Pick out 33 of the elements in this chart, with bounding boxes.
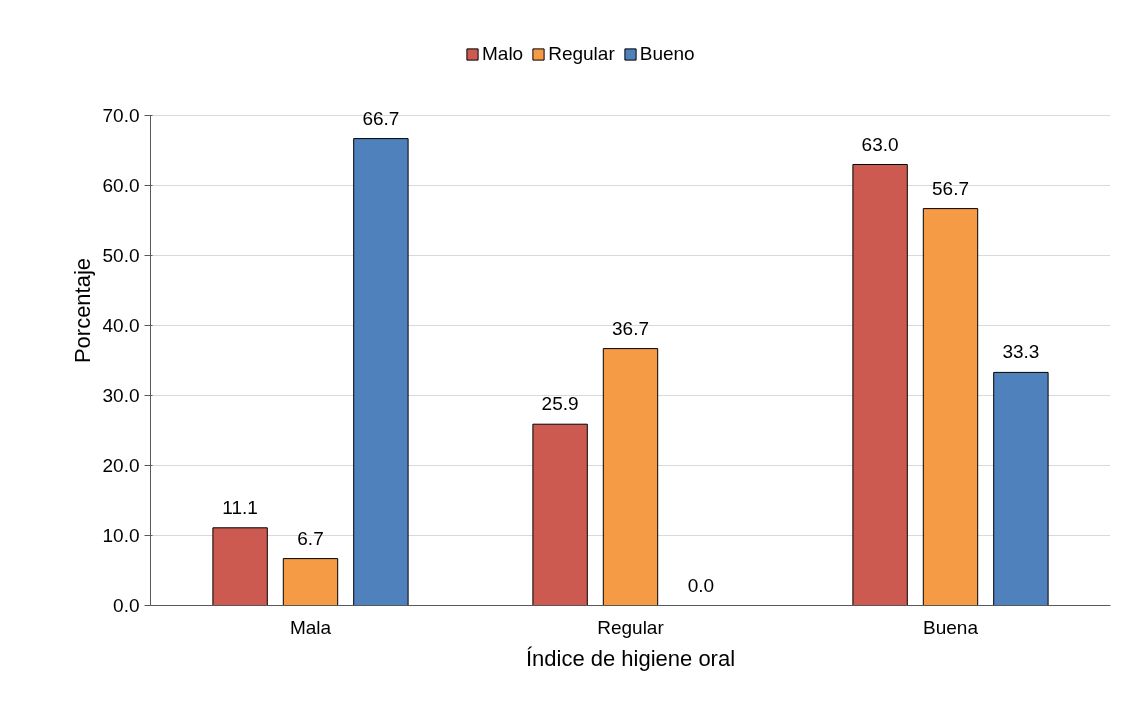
y-tick-label: 40.0 xyxy=(102,315,140,336)
bar xyxy=(852,164,908,606)
data-label: 56.7 xyxy=(932,177,969,199)
legend-label: Bueno xyxy=(639,43,695,65)
bar xyxy=(602,348,659,606)
data-label: 33.3 xyxy=(1002,341,1040,363)
bar xyxy=(922,208,979,606)
data-label: 36.7 xyxy=(612,317,649,339)
bar xyxy=(532,423,588,606)
y-tick-label: 0.0 xyxy=(113,595,140,616)
y-tick-label: 10.0 xyxy=(102,525,140,546)
data-label: 63.0 xyxy=(861,133,899,155)
y-tick-label: 50.0 xyxy=(102,245,140,266)
data-label: 66.7 xyxy=(362,107,400,129)
x-tick-label: Regular xyxy=(597,616,665,638)
x-tick-label: Mala xyxy=(289,616,332,638)
y-tick-label: 70.0 xyxy=(102,105,140,126)
data-label: 11.1 xyxy=(222,496,258,518)
x-axis-title: Índice de higiene oral xyxy=(525,645,736,671)
y-tick-label: 30.0 xyxy=(102,385,140,406)
x-tick-label: Buena xyxy=(923,616,979,638)
data-label: 0.0 xyxy=(687,574,715,596)
y-tick-label: 20.0 xyxy=(102,455,140,476)
legend-label: Regular xyxy=(548,43,615,65)
bar xyxy=(353,138,409,606)
bar xyxy=(993,371,1049,606)
data-label: 25.9 xyxy=(541,393,579,415)
bar xyxy=(212,527,268,606)
y-axis-title: Porcentaje xyxy=(69,257,95,364)
data-label: 6.7 xyxy=(297,527,324,549)
bar xyxy=(282,558,339,606)
y-tick-label: 60.0 xyxy=(102,175,140,196)
legend-label: Malo xyxy=(482,43,524,65)
